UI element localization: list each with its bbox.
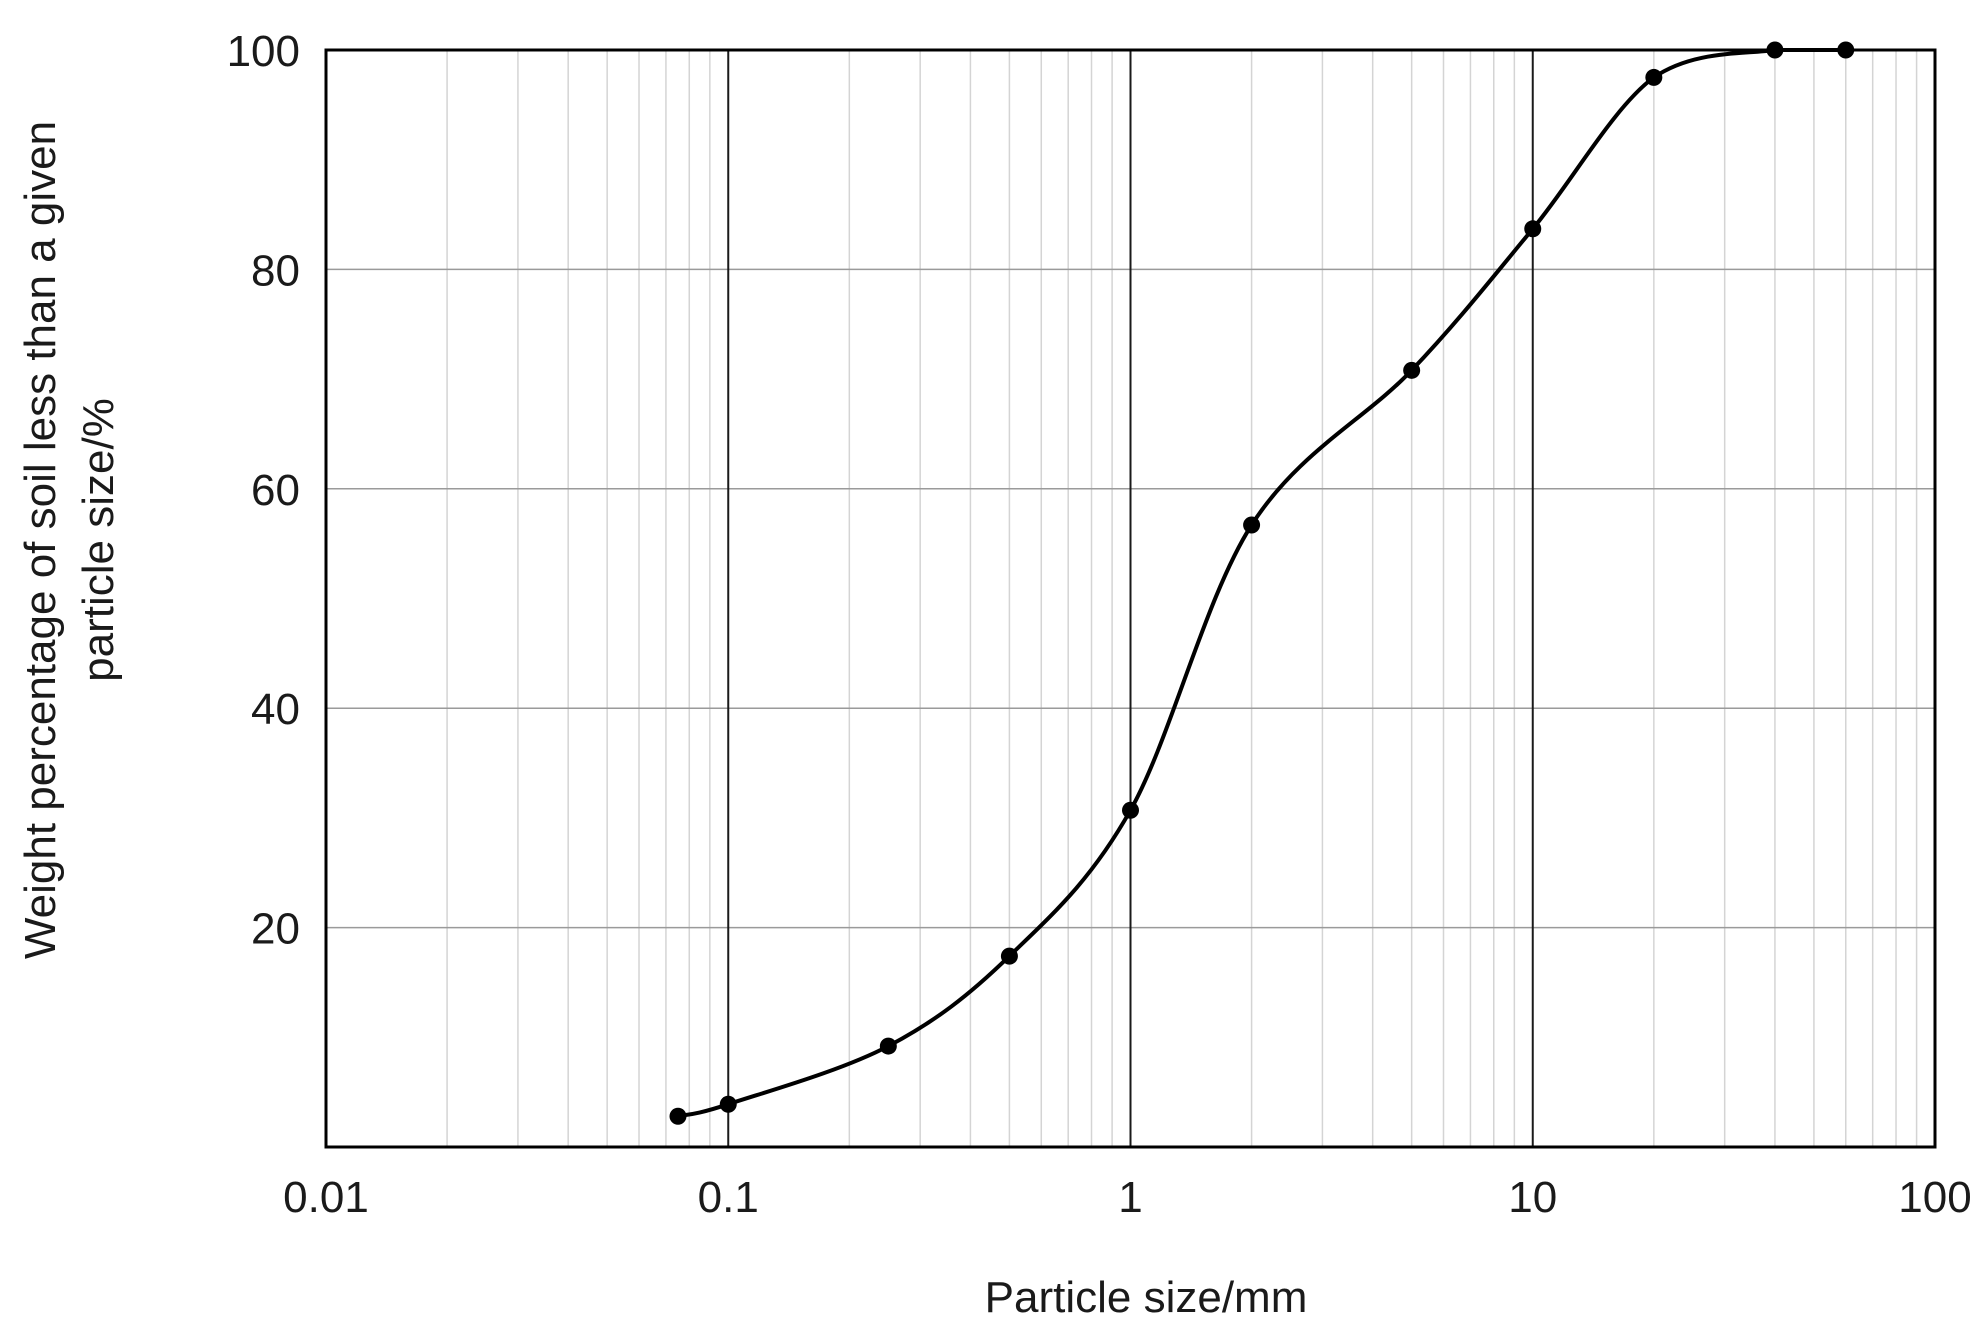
data-point (719, 1095, 737, 1113)
x-tick-label: 100 (1898, 1173, 1971, 1222)
y-axis-title-line-2: particle size/% (74, 398, 123, 682)
x-tick-label: 10 (1508, 1173, 1557, 1222)
curve-layer (677, 47, 1846, 1119)
data-point (1524, 220, 1542, 238)
data-point (1837, 41, 1855, 59)
data-point (1645, 68, 1663, 86)
x-tick-labels: 0.01 0.1 1 10 100 (283, 1173, 1972, 1222)
points-layer (669, 41, 1855, 1125)
x-axis-title: Particle size/mm (985, 1273, 1308, 1322)
y-axis-title: Weight percentage of soil less than a gi… (16, 121, 123, 959)
data-point (1243, 516, 1261, 534)
y-tick-labels: 20 40 60 80 100 (227, 27, 300, 954)
data-point (879, 1037, 897, 1055)
data-point (1000, 947, 1018, 965)
y-tick-label: 40 (251, 685, 300, 734)
y-tick-label: 60 (251, 466, 300, 515)
x-tick-label: 0.01 (283, 1173, 369, 1222)
x-tick-label: 0.1 (698, 1173, 759, 1222)
data-point (669, 1107, 687, 1125)
data-point (1766, 41, 1784, 59)
major-gridlines (325, 49, 1936, 1147)
plot-frame (324, 48, 1937, 1149)
data-point (1403, 361, 1421, 379)
y-tick-label: 100 (227, 27, 300, 76)
data-point (1122, 801, 1139, 819)
y-tick-label: 20 (251, 905, 300, 954)
grading-curve (677, 47, 1846, 1119)
y-tick-label: 80 (251, 246, 300, 295)
y-axis-title-line-1: Weight percentage of soil less than a gi… (16, 121, 65, 959)
x-tick-label: 1 (1118, 1173, 1142, 1222)
minor-gridlines (446, 50, 1918, 1147)
